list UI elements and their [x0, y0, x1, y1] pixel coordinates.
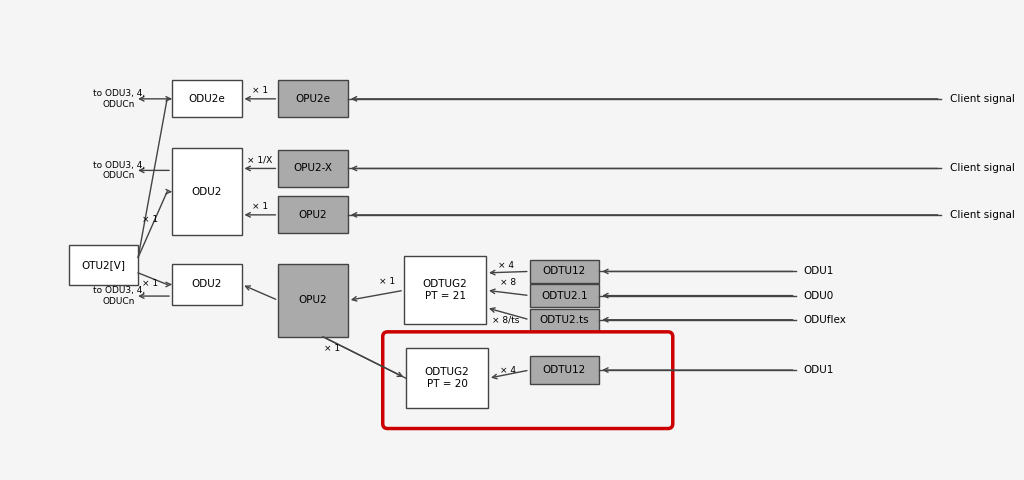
Text: ODU1: ODU1 — [803, 266, 834, 276]
Text: OTU2[V]: OTU2[V] — [81, 260, 125, 270]
Text: OPU2: OPU2 — [299, 295, 328, 305]
Text: ODTUG2: ODTUG2 — [425, 368, 469, 377]
Text: ODTU12: ODTU12 — [543, 266, 586, 276]
Bar — [529, 260, 599, 283]
Bar — [529, 285, 599, 307]
Text: × 1: × 1 — [325, 344, 341, 353]
Text: ODTU12: ODTU12 — [543, 365, 586, 375]
Text: to ODU3, 4,
ODUCn: to ODU3, 4, ODUCn — [93, 89, 144, 108]
Bar — [172, 148, 242, 235]
Bar — [279, 150, 348, 187]
Bar — [529, 356, 599, 384]
Text: ODTU2.1: ODTU2.1 — [541, 290, 588, 300]
Text: to ODU3, 4,
ODUCn: to ODU3, 4, ODUCn — [93, 287, 144, 306]
Text: × 8/ts: × 8/ts — [493, 316, 520, 325]
Bar — [69, 245, 138, 286]
Text: Client signal: Client signal — [950, 210, 1015, 220]
Text: ODU2: ODU2 — [191, 279, 222, 289]
Text: PT = 21: PT = 21 — [425, 291, 466, 301]
Text: × 1: × 1 — [252, 85, 268, 95]
Text: ODU1: ODU1 — [803, 365, 834, 375]
Text: × 4: × 4 — [500, 366, 516, 375]
Bar — [406, 348, 488, 408]
Text: to ODU3, 4,
ODUCn: to ODU3, 4, ODUCn — [93, 161, 144, 180]
Text: × 1: × 1 — [379, 277, 394, 286]
Text: OPU2-X: OPU2-X — [294, 164, 333, 173]
Text: PT = 20: PT = 20 — [427, 379, 468, 389]
Bar — [279, 264, 348, 336]
Text: × 1: × 1 — [141, 215, 158, 224]
Text: OPU2: OPU2 — [299, 210, 328, 220]
Text: × 4: × 4 — [498, 261, 514, 270]
Bar — [279, 196, 348, 233]
Text: ODU2e: ODU2e — [188, 94, 225, 104]
Text: × 1/X: × 1/X — [248, 155, 272, 164]
Bar — [172, 264, 242, 305]
Text: Client signal: Client signal — [950, 94, 1015, 104]
Text: × 1: × 1 — [141, 279, 158, 288]
Text: ODU2: ODU2 — [191, 187, 222, 197]
Text: OPU2e: OPU2e — [296, 94, 331, 104]
Text: × 1: × 1 — [252, 202, 268, 211]
Bar — [172, 81, 242, 117]
Text: ODUflex: ODUflex — [803, 315, 846, 325]
Bar — [529, 309, 599, 331]
Bar — [279, 81, 348, 117]
Bar — [404, 256, 486, 324]
Text: ODTUG2: ODTUG2 — [423, 279, 468, 289]
Text: ODU0: ODU0 — [803, 290, 834, 300]
Text: × 8: × 8 — [500, 278, 516, 287]
Text: Client signal: Client signal — [950, 164, 1015, 173]
Text: ODTU2.ts: ODTU2.ts — [540, 315, 589, 325]
